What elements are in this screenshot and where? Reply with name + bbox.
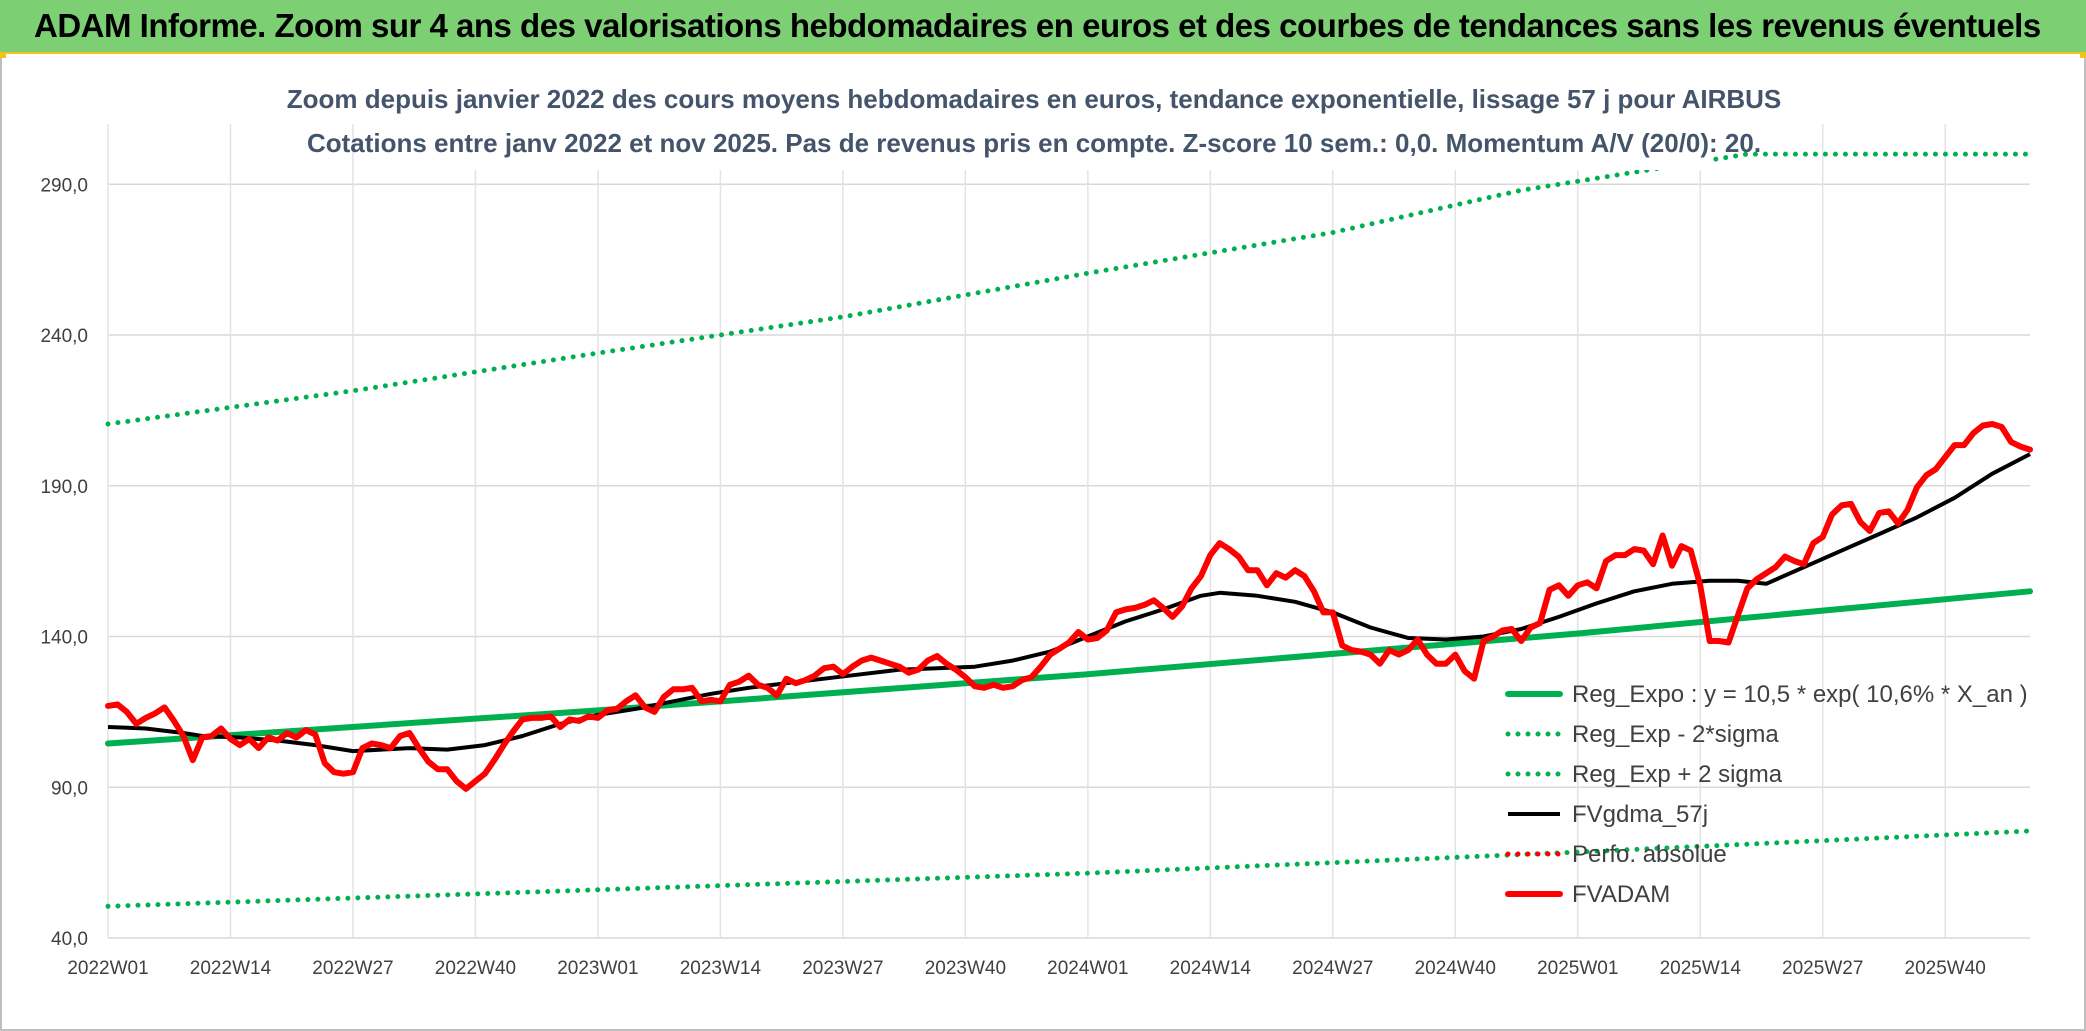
x-tick-label: 2024W01: [1047, 958, 1128, 979]
x-tick-label: 2025W40: [1905, 958, 1986, 979]
x-tick-label: 2023W14: [680, 958, 762, 979]
y-tick-label: 290,0: [40, 175, 88, 196]
y-tick-label: 40,0: [51, 929, 88, 950]
series-line-5: [105, 421, 2033, 792]
chart-title-line1: Zoom depuis janvier 2022 des cours moyen…: [287, 84, 1782, 114]
corner-mark-left: [0, 52, 6, 58]
y-tick-label: 240,0: [40, 326, 88, 347]
x-tick-label: 2023W27: [802, 958, 883, 979]
series-lines: [105, 151, 2033, 909]
legend-label: Reg_Exp - 2*sigma: [1572, 721, 1779, 748]
report-title: ADAM Informe. Zoom sur 4 ans des valoris…: [34, 7, 2041, 44]
series-line-0: [105, 588, 2033, 747]
y-tick-label: 140,0: [40, 628, 88, 649]
chart-title-block: Zoom depuis janvier 2022 des cours moyen…: [287, 82, 1782, 170]
x-tick-label: 2022W14: [190, 958, 272, 979]
legend-label: Reg_Expo : y = 10,5 * exp( 10,6% * X_an …: [1572, 681, 2028, 708]
x-tick-label: 2024W40: [1415, 958, 1496, 979]
y-tick-label: 90,0: [51, 778, 88, 799]
title-backdrop: [358, 82, 1710, 170]
x-tick-label: 2025W14: [1660, 958, 1742, 979]
x-tick-label: 2022W01: [67, 958, 148, 979]
x-tick-label: 2025W01: [1537, 958, 1618, 979]
x-tick-label: 2022W40: [435, 958, 516, 979]
y-tick-label: 190,0: [40, 477, 88, 498]
chart-title-line2: Cotations entre janv 2022 et nov 2025. P…: [307, 128, 1761, 158]
series-line-2: [105, 151, 2033, 427]
x-tick-label: 2024W27: [1292, 958, 1373, 979]
legend: Reg_Expo : y = 10,5 * exp( 10,6% * X_an …: [1505, 681, 2028, 908]
x-tick-label: 2025W27: [1782, 958, 1863, 979]
axis-labels: 40,0 90,0 140,0 190,0 240,0 290,0 2022W01 2022W…: [40, 175, 1985, 979]
corner-mark-right: [2080, 52, 2086, 58]
legend-label: FVADAM: [1572, 881, 1670, 908]
series-line-1: [105, 828, 2033, 909]
x-tick-label: 2023W40: [925, 958, 1006, 979]
legend-label: Perfo. absolue: [1572, 841, 1727, 868]
legend-label: FVgdma_57j: [1572, 801, 1708, 828]
x-tick-label: 2023W01: [557, 958, 638, 979]
legend-label: Reg_Exp + 2 sigma: [1572, 761, 1783, 788]
x-tick-label: 2022W27: [312, 958, 393, 979]
gridlines: [107, 124, 2030, 939]
x-tick-label: 2024W14: [1170, 958, 1252, 979]
report-banner: ADAM Informe. Zoom sur 4 ans des valoris…: [0, 0, 2086, 54]
